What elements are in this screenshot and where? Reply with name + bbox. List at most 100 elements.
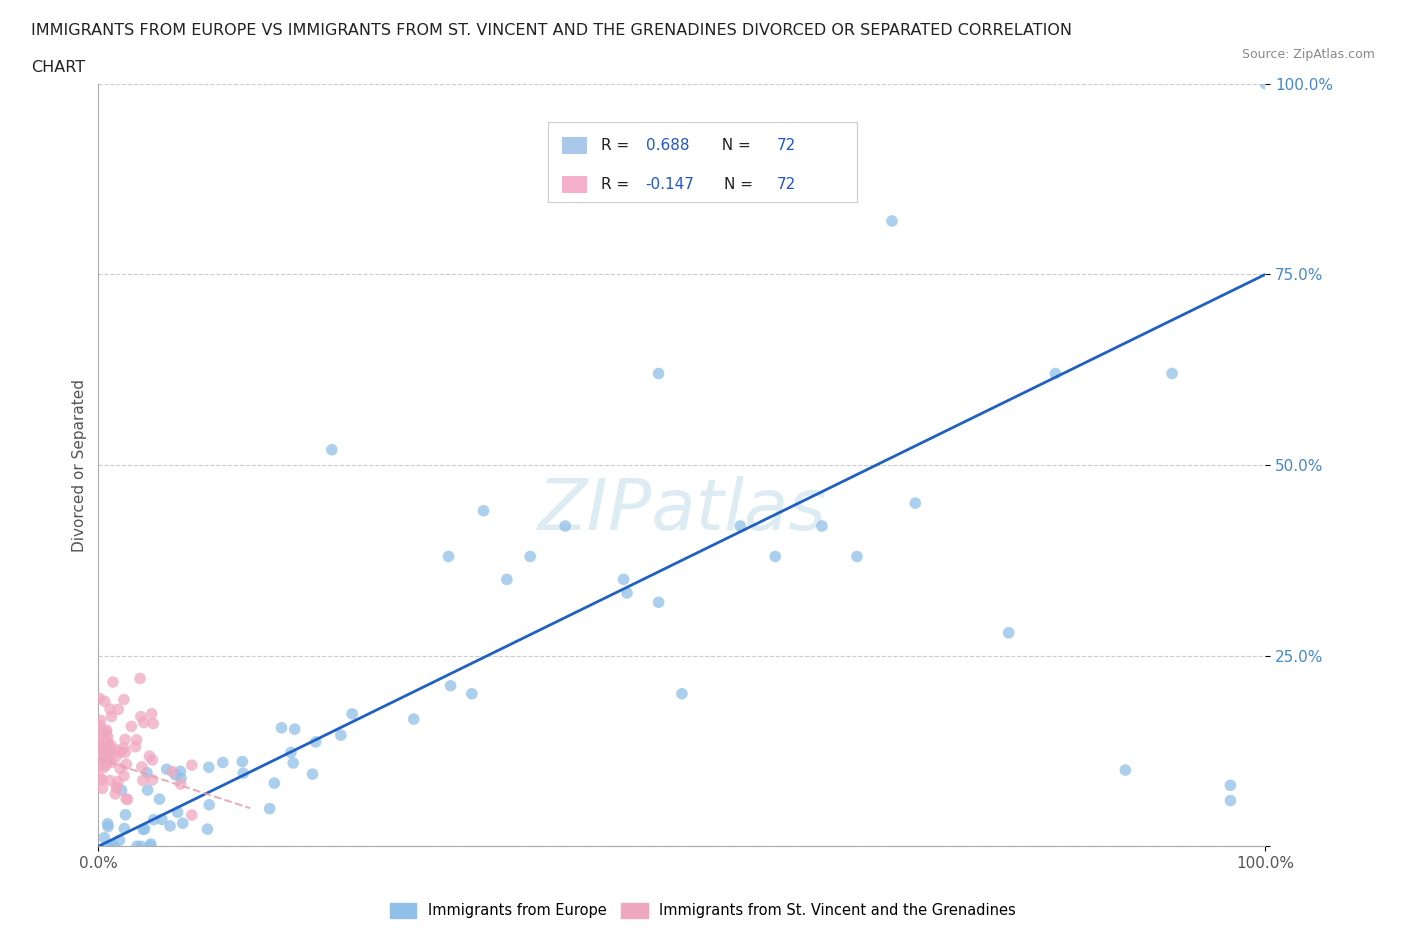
- Point: [93, 747, 115, 762]
- Point: [96, 724, 118, 739]
- Point: [1219, 777, 1241, 792]
- Point: [180, 807, 202, 822]
- Point: [101, 755, 124, 770]
- Point: [211, 755, 233, 770]
- Point: [124, 739, 146, 754]
- Point: [1219, 793, 1241, 808]
- Point: [142, 716, 165, 731]
- Point: [105, 780, 128, 795]
- Point: [98, 701, 121, 716]
- Point: [97, 752, 120, 767]
- Point: [880, 214, 903, 229]
- Point: [96, 734, 118, 749]
- Point: [89, 769, 111, 784]
- Point: [671, 686, 693, 701]
- Point: [94, 736, 117, 751]
- Point: [321, 443, 343, 458]
- Point: [139, 837, 162, 852]
- Point: [97, 819, 120, 834]
- Point: [519, 549, 541, 564]
- Point: [612, 572, 634, 587]
- Point: [110, 745, 132, 760]
- Point: [97, 738, 120, 753]
- Point: [120, 719, 142, 734]
- Text: Source: ZipAtlas.com: Source: ZipAtlas.com: [1241, 48, 1375, 61]
- FancyBboxPatch shape: [562, 176, 588, 193]
- Point: [108, 761, 131, 776]
- Point: [134, 821, 156, 836]
- Point: [89, 732, 111, 747]
- Point: [263, 776, 285, 790]
- Point: [554, 519, 576, 534]
- Point: [763, 549, 786, 564]
- Point: [90, 738, 112, 753]
- Point: [97, 817, 120, 831]
- Point: [1254, 76, 1277, 91]
- Point: [1114, 763, 1136, 777]
- Point: [100, 838, 122, 853]
- Point: [117, 792, 139, 807]
- Point: [283, 755, 305, 770]
- Point: [166, 804, 188, 819]
- Point: [112, 692, 135, 707]
- Point: [138, 749, 160, 764]
- Point: [170, 771, 193, 786]
- Point: [89, 691, 111, 706]
- Point: [172, 816, 194, 830]
- Point: [141, 773, 163, 788]
- Point: [96, 723, 118, 737]
- Point: [112, 768, 135, 783]
- Point: [647, 595, 669, 610]
- Point: [112, 740, 135, 755]
- Point: [97, 729, 120, 744]
- Point: [90, 722, 112, 737]
- Point: [165, 767, 187, 782]
- Point: [94, 757, 117, 772]
- Point: [136, 782, 159, 797]
- Point: [125, 839, 148, 854]
- Legend: Immigrants from Europe, Immigrants from St. Vincent and the Grenadines: Immigrants from Europe, Immigrants from …: [384, 897, 1022, 923]
- Point: [616, 586, 638, 601]
- Point: [129, 671, 152, 686]
- Point: [96, 839, 118, 854]
- Point: [115, 791, 138, 806]
- Point: [135, 765, 157, 780]
- Point: [845, 549, 868, 564]
- Point: [129, 839, 152, 854]
- Point: [90, 713, 112, 728]
- Point: [104, 750, 127, 764]
- Point: [89, 718, 111, 733]
- Point: [94, 754, 117, 769]
- Point: [93, 737, 115, 752]
- Point: [180, 758, 202, 773]
- Point: [94, 725, 117, 740]
- Point: [150, 812, 173, 827]
- Point: [89, 737, 111, 752]
- Point: [461, 686, 484, 701]
- Text: ZIPatlas: ZIPatlas: [537, 476, 827, 545]
- Point: [97, 753, 120, 768]
- Point: [100, 738, 122, 753]
- Point: [108, 833, 131, 848]
- Point: [304, 735, 326, 750]
- Point: [97, 746, 120, 761]
- Point: [101, 674, 124, 689]
- Point: [997, 625, 1019, 640]
- Point: [112, 821, 135, 836]
- Point: [156, 762, 179, 777]
- Point: [107, 774, 129, 789]
- Text: 72: 72: [776, 139, 796, 153]
- Point: [198, 797, 221, 812]
- Point: [231, 754, 253, 769]
- Point: [437, 549, 460, 564]
- Text: N =: N =: [713, 139, 756, 153]
- Text: 72: 72: [776, 177, 796, 192]
- Point: [270, 721, 292, 736]
- Point: [811, 519, 834, 534]
- Point: [198, 760, 221, 775]
- Point: [103, 839, 125, 854]
- Point: [131, 760, 153, 775]
- Point: [105, 743, 128, 758]
- Point: [280, 745, 302, 760]
- Text: 0.688: 0.688: [645, 139, 689, 153]
